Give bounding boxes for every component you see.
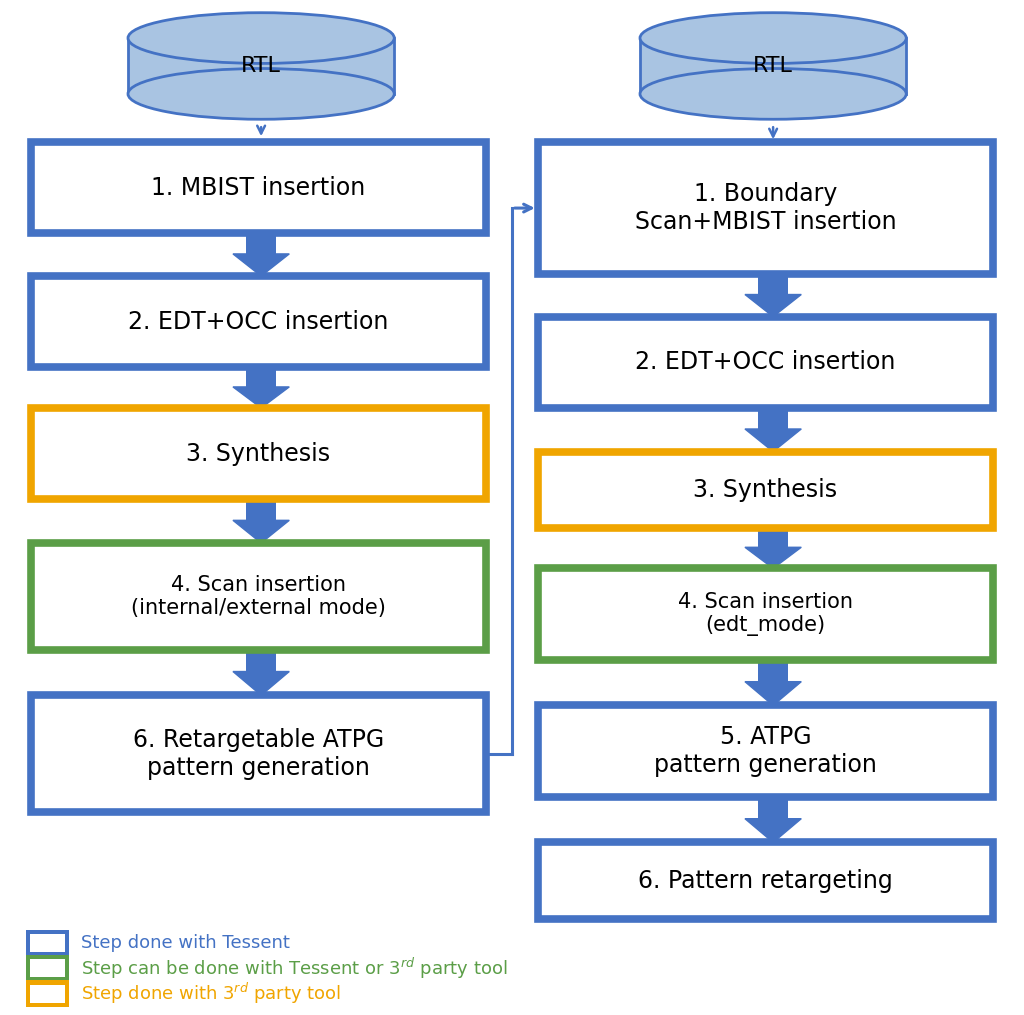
Bar [31, 695, 486, 812]
Text: RTL: RTL [242, 56, 281, 76]
Text: 3. Synthesis: 3. Synthesis [186, 442, 331, 466]
Text: 4. Scan insertion
(internal/external mode): 4. Scan insertion (internal/external mod… [131, 574, 386, 618]
Polygon shape [745, 294, 801, 317]
Bar [246, 499, 276, 521]
Text: 1. Boundary
Scan+MBIST insertion: 1. Boundary Scan+MBIST insertion [635, 182, 896, 234]
Text: 3. Synthesis: 3. Synthesis [693, 478, 838, 501]
Bar [31, 142, 486, 233]
Bar [246, 233, 276, 254]
Ellipse shape [128, 69, 394, 120]
Bar [26, 930, 69, 956]
Polygon shape [745, 429, 801, 452]
Text: 5. ATPG
pattern generation: 5. ATPG pattern generation [654, 725, 877, 777]
Bar [128, 38, 394, 94]
Text: chip top level: chip top level [548, 150, 670, 168]
Text: 4. Scan insertion
(edt_mode): 4. Scan insertion (edt_mode) [678, 592, 853, 636]
Bar [538, 142, 993, 274]
Bar [30, 959, 65, 977]
Bar [538, 842, 993, 919]
Text: Step done with 3$^{rd}$ party tool: Step done with 3$^{rd}$ party tool [81, 982, 341, 1006]
Polygon shape [233, 672, 290, 695]
Bar [538, 317, 993, 408]
Bar [30, 985, 65, 1003]
Bar [758, 797, 788, 819]
Bar [31, 276, 486, 367]
Bar [758, 408, 788, 429]
Text: 2. EDT+OCC insertion: 2. EDT+OCC insertion [635, 350, 896, 375]
Polygon shape [233, 387, 290, 408]
Bar [758, 274, 788, 294]
Bar [246, 367, 276, 387]
Bar [31, 408, 486, 499]
Bar [31, 543, 486, 650]
Text: 6. Retargetable ATPG
pattern generation: 6. Retargetable ATPG pattern generation [133, 728, 384, 780]
Polygon shape [745, 547, 801, 568]
Polygon shape [233, 521, 290, 543]
Text: RTL: RTL [754, 56, 793, 76]
Bar [538, 452, 993, 528]
Text: Cortex-A75 level: Cortex-A75 level [46, 150, 196, 168]
Bar [758, 528, 788, 547]
Bar [758, 660, 788, 682]
Text: Step done with Tessent: Step done with Tessent [81, 934, 290, 952]
Text: Step can be done with Tessent or 3$^{rd}$ party tool: Step can be done with Tessent or 3$^{rd}… [81, 956, 508, 980]
Bar [26, 955, 69, 982]
Text: 6. Pattern retargeting: 6. Pattern retargeting [638, 869, 893, 892]
Ellipse shape [640, 13, 906, 64]
Bar [640, 38, 906, 94]
Text: 1. MBIST insertion: 1. MBIST insertion [152, 176, 366, 200]
Bar [538, 568, 993, 660]
Bar [246, 650, 276, 672]
Bar [30, 934, 65, 952]
Ellipse shape [640, 69, 906, 120]
Text: 2. EDT+OCC insertion: 2. EDT+OCC insertion [128, 310, 389, 334]
Bar [26, 980, 69, 1007]
Ellipse shape [128, 13, 394, 64]
Polygon shape [745, 819, 801, 842]
Polygon shape [745, 682, 801, 705]
Polygon shape [233, 254, 290, 276]
Bar [538, 705, 993, 797]
